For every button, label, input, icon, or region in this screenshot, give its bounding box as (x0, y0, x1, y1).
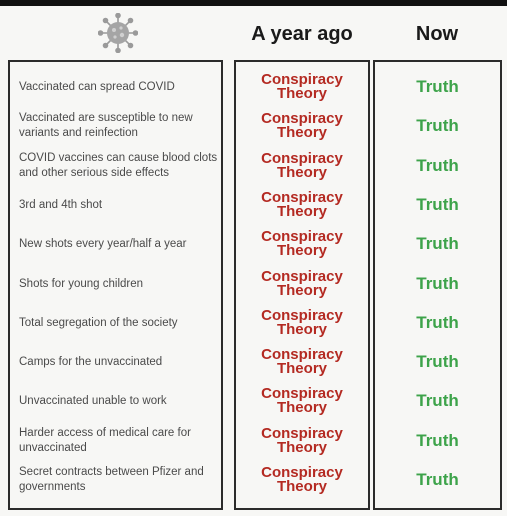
row-item: Harder access of medical care for unvacc… (19, 423, 224, 459)
row-now-status: Truth (375, 226, 500, 262)
row-year-ago-status-label: Conspiracy Theory (261, 385, 343, 416)
items-panel (8, 60, 223, 510)
row-now-status: Truth (375, 305, 500, 341)
row-item-label: Total segregation of the society (19, 316, 178, 329)
row-item-label: Harder access of medical care for unvacc… (19, 427, 191, 454)
row-now-status: Truth (375, 266, 500, 302)
row-year-ago-status: Conspiracy Theory (236, 226, 368, 262)
row-item-label: Unvaccinated unable to work (19, 394, 167, 407)
row-year-ago-status: Conspiracy Theory (236, 187, 368, 223)
row-now-status-label: Truth (416, 352, 459, 371)
row-item: Total segregation of the society (19, 305, 224, 341)
row-year-ago-status: Conspiracy Theory (236, 423, 368, 459)
row-now-status-label: Truth (416, 77, 459, 96)
row-year-ago-status-label: Conspiracy Theory (261, 110, 343, 141)
row-year-ago-status-label: Conspiracy Theory (261, 425, 343, 456)
row-item-label: COVID vaccines can cause blood clots and… (19, 152, 218, 179)
row-year-ago-status-label: Conspiracy Theory (261, 150, 343, 181)
row-item: COVID vaccines can cause blood clots and… (19, 148, 224, 184)
row-now-status: Truth (375, 108, 500, 144)
row-year-ago-status-label: Conspiracy Theory (261, 346, 343, 377)
row-year-ago-status-label: Conspiracy Theory (261, 268, 343, 299)
row-now-status: Truth (375, 423, 500, 459)
row-year-ago-status: Conspiracy Theory (236, 383, 368, 419)
row-now-status-label: Truth (416, 116, 459, 135)
row-item-label: 3rd and 4th shot (19, 198, 103, 211)
row-now-status-label: Truth (416, 313, 459, 332)
row-now-status-label: Truth (416, 470, 459, 489)
top-bar (0, 0, 507, 6)
col-header-now: Now (415, 23, 459, 45)
row-now-status: Truth (375, 69, 500, 105)
row-year-ago-status-label: Conspiracy Theory (261, 307, 343, 338)
col-header-year-ago: A year ago (251, 23, 353, 45)
row-item-label: Secret contracts between Pfizer and gove… (19, 466, 204, 493)
row-item: 3rd and 4th shot (19, 187, 224, 223)
row-year-ago-status: Conspiracy Theory (236, 462, 368, 498)
row-now-status-label: Truth (416, 274, 459, 293)
row-now-status-label: Truth (416, 234, 459, 253)
row-year-ago-status-label: Conspiracy Theory (261, 71, 343, 102)
row-now-status: Truth (375, 187, 500, 223)
row-year-ago-status: Conspiracy Theory (236, 148, 368, 184)
year-ago-panel (234, 60, 370, 510)
row-year-ago-status: Conspiracy Theory (236, 69, 368, 105)
row-item: Unvaccinated unable to work (19, 383, 224, 419)
row-year-ago-status-label: Conspiracy Theory (261, 464, 343, 495)
row-item-label: Vaccinated can spread COVID (19, 80, 175, 93)
row-year-ago-status: Conspiracy Theory (236, 305, 368, 341)
row-year-ago-status-label: Conspiracy Theory (261, 189, 343, 220)
row-now-status-label: Truth (416, 431, 459, 450)
now-panel (373, 60, 502, 510)
row-item: Vaccinated are susceptible to new varian… (19, 108, 224, 144)
row-item-label: Shots for young children (19, 277, 144, 290)
row-item: Shots for young children (19, 266, 224, 302)
row-item-label: Camps for the unvaccinated (19, 355, 163, 368)
row-item: Vaccinated can spread COVID (19, 69, 224, 105)
row-year-ago-status: Conspiracy Theory (236, 344, 368, 380)
row-now-status: Truth (375, 462, 500, 498)
row-year-ago-status: Conspiracy Theory (236, 108, 368, 144)
row-now-status-label: Truth (416, 391, 459, 410)
row-now-status-label: Truth (416, 156, 459, 175)
row-item: Camps for the unvaccinated (19, 344, 224, 380)
virus-icon (98, 13, 138, 53)
row-now-status-label: Truth (416, 195, 459, 214)
row-year-ago-status-label: Conspiracy Theory (261, 228, 343, 259)
row-item: New shots every year/half a year (19, 226, 224, 262)
row-now-status: Truth (375, 148, 500, 184)
row-item: Secret contracts between Pfizer and gove… (19, 462, 224, 498)
row-item-label: New shots every year/half a year (19, 237, 187, 250)
row-item-label: Vaccinated are susceptible to new varian… (19, 112, 193, 139)
row-now-status: Truth (375, 344, 500, 380)
row-year-ago-status: Conspiracy Theory (236, 266, 368, 302)
row-now-status: Truth (375, 383, 500, 419)
